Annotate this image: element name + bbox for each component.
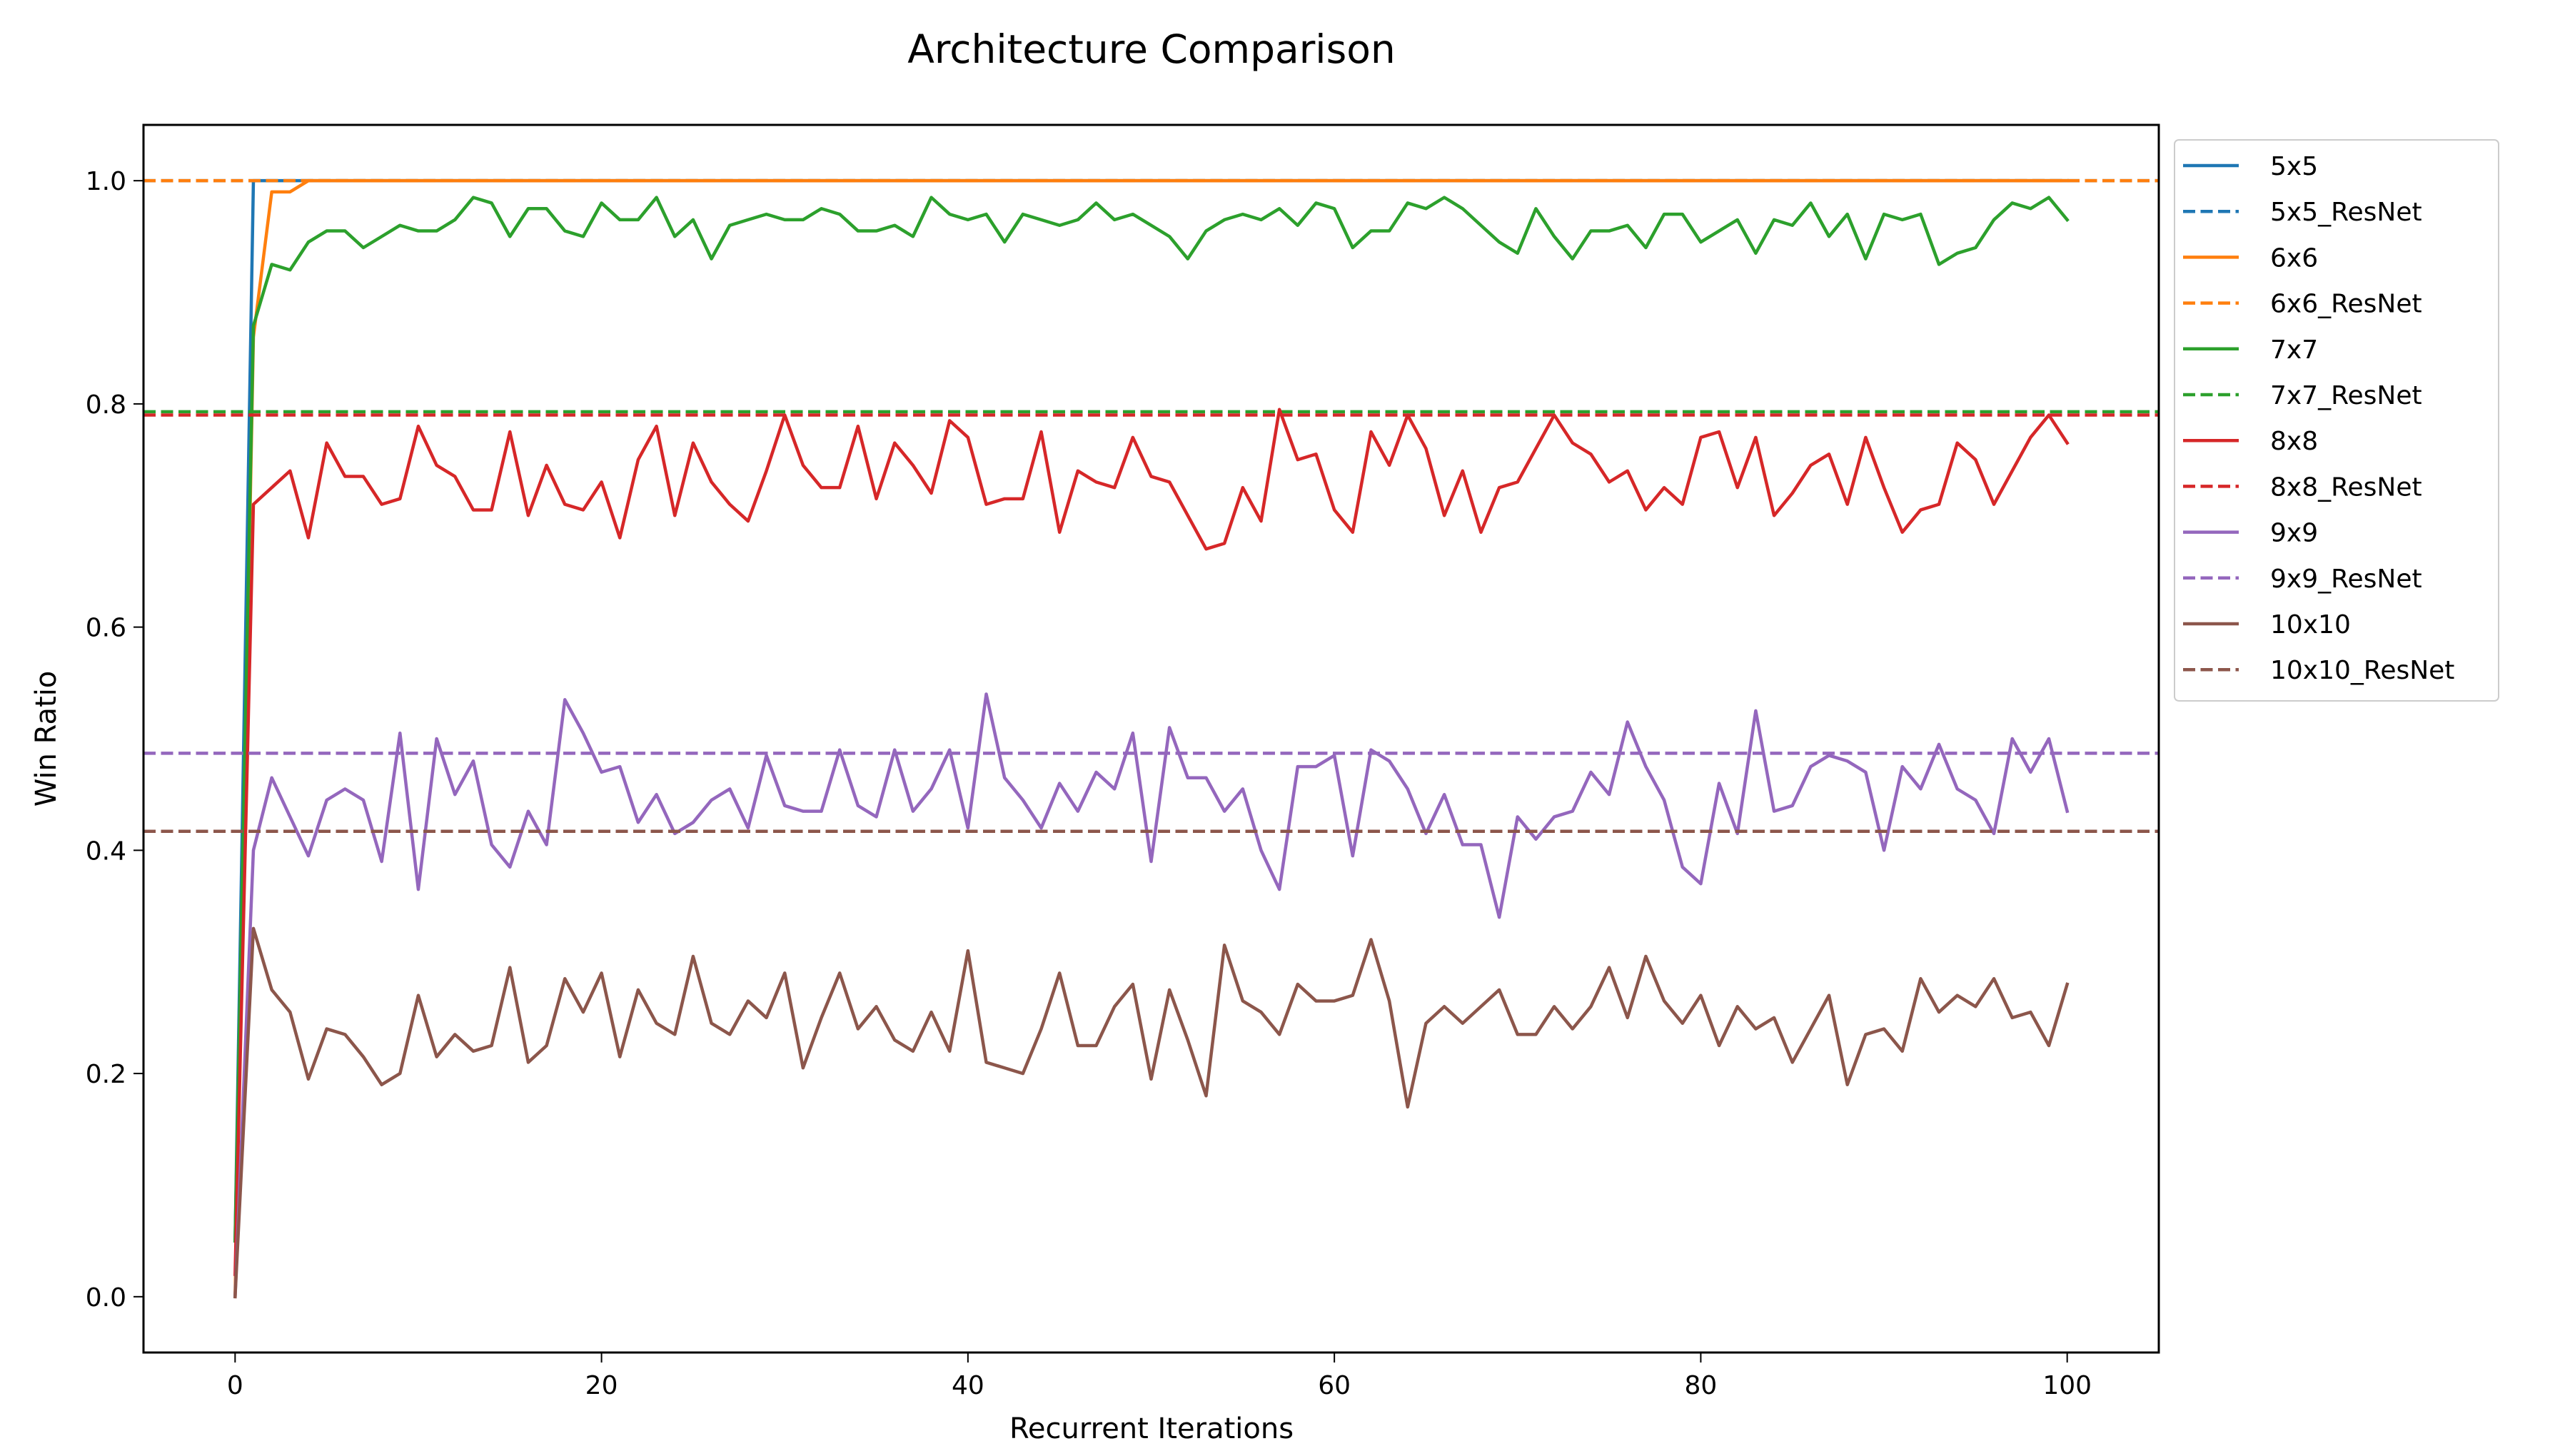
legend-label: 5x5_ResNet: [2270, 198, 2422, 227]
y-axis-label: Win Ratio: [30, 671, 63, 807]
x-tick-label: 80: [1685, 1371, 1718, 1400]
series-line-10x10: [233, 926, 2070, 1299]
legend-label: 6x6_ResNet: [2270, 290, 2422, 319]
legend-label: 10x10_ResNet: [2270, 656, 2454, 685]
y-tick-label: 0.2: [86, 1060, 126, 1089]
legend-label: 6x6: [2270, 243, 2318, 273]
legend-label: 8x8: [2270, 427, 2318, 456]
legend-label: 10x10: [2270, 610, 2351, 639]
x-axis: 0 20 40 60 80 100: [227, 1353, 2092, 1400]
x-axis-label: Recurrent Iterations: [1009, 1412, 1294, 1445]
y-tick-label: 0.6: [86, 614, 126, 643]
y-tick-label: 0.0: [86, 1283, 126, 1313]
x-tick-label: 20: [585, 1371, 618, 1400]
chart-title: Architecture Comparison: [907, 26, 1396, 72]
legend-box: [2174, 139, 2499, 702]
plot-frame: [142, 123, 2160, 1354]
x-tick-label: 100: [2042, 1371, 2092, 1400]
legend-label: 7x7_ResNet: [2270, 381, 2422, 410]
x-tick-label: 60: [1318, 1371, 1351, 1400]
y-axis: 0.0 0.2 0.4 0.6 0.8 1.0: [86, 167, 143, 1313]
legend-label: 5x5: [2270, 152, 2318, 181]
y-tick-label: 1.0: [86, 167, 126, 196]
y-tick-label: 0.4: [86, 836, 126, 866]
legend: 5x5 5x5_ResNet 6x6 6x6_ResNet 7x7 7x7_ResNet 8…: [2174, 139, 2499, 702]
series-line-7x7: [233, 196, 2070, 1243]
x-tick-label: 0: [227, 1371, 243, 1400]
series-line-5x5: [233, 178, 2069, 1243]
series-line-8x8: [233, 408, 2070, 1276]
legend-label: 9x9_ResNet: [2270, 565, 2422, 594]
series-line-9x9: [233, 692, 2070, 1299]
legend-label: 8x8_ResNet: [2270, 472, 2422, 502]
legend-label: 7x7: [2270, 335, 2318, 365]
legend-label: 9x9: [2270, 519, 2318, 548]
x-tick-label: 40: [952, 1371, 984, 1400]
series-line-6x6: [233, 178, 2069, 1299]
y-tick-label: 0.8: [86, 390, 126, 420]
